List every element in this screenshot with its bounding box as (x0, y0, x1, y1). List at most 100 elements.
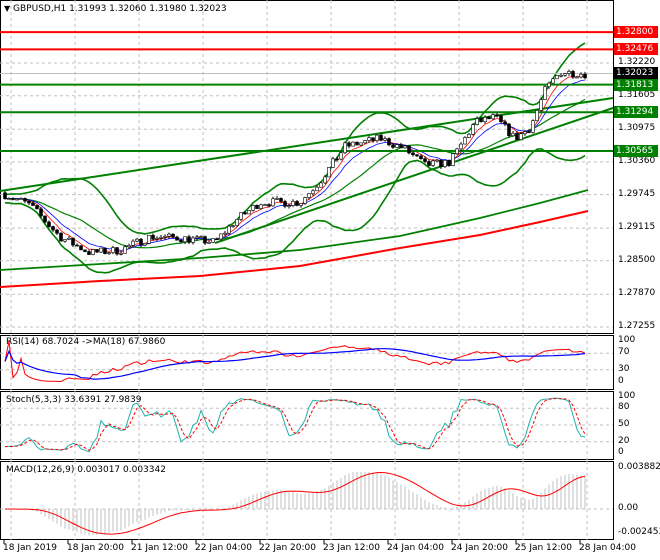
macd-signal-line (5, 471, 586, 535)
candle (159, 237, 163, 239)
indicator-axis-label: 0 (618, 376, 624, 386)
candle (187, 236, 191, 243)
candle (71, 237, 75, 246)
candle (499, 115, 503, 123)
candle (3, 192, 7, 199)
chart-header: ▼ GBPUSD,H1 1.31993 1.32060 1.31980 1.32… (4, 4, 227, 14)
candle (403, 145, 407, 149)
candle (539, 99, 543, 111)
candle (571, 71, 575, 78)
candle (51, 226, 55, 231)
candle (463, 137, 467, 145)
indicator-axis-label: 100 (618, 335, 636, 345)
candle (219, 233, 223, 240)
stoch-signal-line (4, 398, 586, 451)
candle (411, 152, 415, 156)
candle (531, 120, 535, 133)
candle (335, 158, 339, 161)
candle (103, 247, 107, 254)
candle (503, 121, 507, 125)
candle (83, 249, 87, 252)
candle (55, 229, 59, 234)
candle (227, 225, 231, 234)
indicator-axis-label: 100 (618, 391, 636, 401)
price-axis-label: 1.29115 (618, 222, 656, 233)
candle (235, 219, 239, 226)
candle (267, 204, 271, 207)
candle (495, 114, 499, 117)
candle (467, 133, 471, 138)
time-axis-label: 22 Jan 20:00 (259, 543, 316, 553)
candle (291, 201, 295, 206)
candle (331, 158, 335, 168)
time-axis-label: 22 Jan 04:00 (195, 543, 252, 553)
candle (15, 198, 19, 201)
macd-label: MACD(12,26,9) 0.003017 0.003342 (6, 465, 166, 475)
candle (303, 197, 307, 204)
candle (347, 142, 351, 147)
candle (483, 117, 487, 123)
candle (23, 198, 27, 202)
candle (459, 143, 463, 150)
candle (359, 142, 363, 146)
candle (407, 145, 411, 154)
candle (387, 138, 391, 146)
bollinger-lower (4, 147, 586, 274)
candle (391, 144, 395, 148)
candle (131, 240, 135, 246)
candle (515, 132, 519, 140)
candle (251, 205, 255, 211)
time-axis-label: 24 Jan 20:00 (451, 543, 508, 553)
candle (287, 205, 291, 207)
triangle-down-icon[interactable]: ▼ (4, 4, 11, 13)
candle (475, 118, 479, 125)
candle (519, 133, 523, 140)
symbol-label: GBPUSD,H1 (13, 4, 67, 14)
candle (211, 238, 215, 243)
candle (259, 204, 263, 209)
price-axis-label: 1.32220 (618, 57, 656, 67)
candle (379, 134, 383, 141)
candle (511, 132, 515, 137)
candle (35, 205, 39, 210)
candle (239, 212, 243, 220)
candle (119, 253, 123, 255)
price-axis-label: 1.30975 (618, 123, 656, 134)
candle (311, 190, 315, 194)
stoch-label: Stoch(5,3,3) 33.6391 27.9839 (6, 395, 142, 405)
candle (355, 141, 359, 146)
candle (443, 160, 447, 167)
candle (299, 203, 303, 206)
rsi-ma-line (4, 348, 586, 380)
candle (435, 159, 439, 162)
indicator-axis-label: -0.002453 (618, 527, 660, 537)
candle (375, 134, 379, 141)
time-axis-label: 23 Jan 12:00 (323, 543, 380, 553)
close-value: 1.32023 (189, 4, 227, 14)
price-axis-label: 1.28500 (618, 254, 656, 265)
candle (563, 73, 567, 76)
price-axis-label: 1.27870 (618, 288, 656, 299)
candle (431, 160, 435, 166)
candle (195, 236, 199, 239)
level-price-tag: 1.32800 (614, 26, 658, 39)
candle (31, 202, 35, 206)
candle (199, 236, 203, 238)
candle (123, 246, 127, 254)
time-axis-label: 24 Jan 04:00 (387, 543, 444, 553)
panel-1 (0, 335, 614, 390)
current-price-tag: 1.32023 (614, 67, 658, 80)
candle (75, 244, 79, 247)
candle (59, 232, 63, 242)
trend-line-lower (214, 107, 614, 244)
price-axis-label: 1.29745 (618, 188, 656, 199)
candle (451, 153, 455, 166)
time-axis-label: 28 Jan 04:00 (579, 543, 636, 553)
candle (67, 237, 71, 240)
candle (283, 201, 287, 207)
candle (27, 200, 31, 204)
candle (447, 160, 451, 166)
time-axis-label: 18 Jan 20:00 (67, 543, 124, 553)
candle (535, 110, 539, 121)
